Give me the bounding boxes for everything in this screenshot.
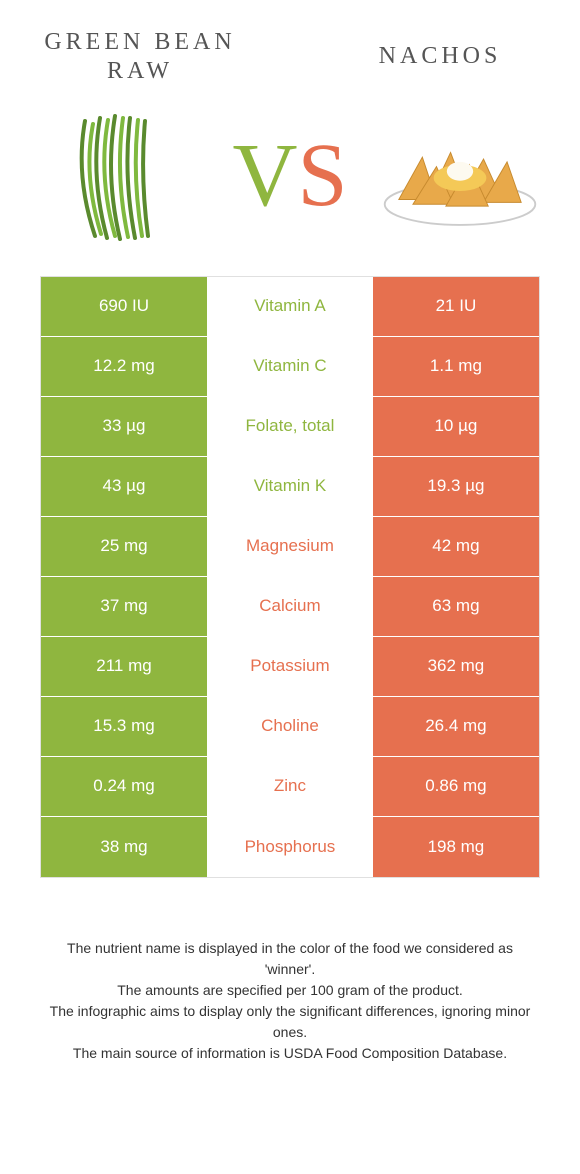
cell-nutrient-label: Folate, total <box>207 397 373 456</box>
cell-right-value: 42 mg <box>373 517 539 576</box>
table-row: 690 IUVitamin A21 IU <box>41 277 539 337</box>
cell-left-value: 37 mg <box>41 577 207 636</box>
cell-right-value: 198 mg <box>373 817 539 877</box>
cell-left-value: 12.2 mg <box>41 337 207 396</box>
cell-nutrient-label: Zinc <box>207 757 373 816</box>
table-row: 37 mgCalcium63 mg <box>41 577 539 637</box>
cell-left-value: 15.3 mg <box>41 697 207 756</box>
table-row: 211 mgPotassium362 mg <box>41 637 539 697</box>
cell-right-value: 10 µg <box>373 397 539 456</box>
cell-left-value: 211 mg <box>41 637 207 696</box>
cell-right-value: 21 IU <box>373 277 539 336</box>
title-left: Green Bean Raw <box>40 28 240 86</box>
title-left-line1: Green Bean <box>44 29 235 55</box>
table-row: 38 mgPhosphorus198 mg <box>41 817 539 877</box>
note-line-2: The amounts are specified per 100 gram o… <box>45 980 535 1001</box>
green-bean-image <box>40 106 200 246</box>
cell-left-value: 43 µg <box>41 457 207 516</box>
note-line-1: The nutrient name is displayed in the co… <box>45 938 535 980</box>
cell-right-value: 19.3 µg <box>373 457 539 516</box>
title-left-line2: Raw <box>107 58 173 84</box>
vs-v: V <box>232 124 297 227</box>
cell-right-value: 1.1 mg <box>373 337 539 396</box>
cell-nutrient-label: Vitamin C <box>207 337 373 396</box>
cell-right-value: 362 mg <box>373 637 539 696</box>
nutrient-table: 690 IUVitamin A21 IU12.2 mgVitamin C1.1 … <box>40 276 540 878</box>
cell-nutrient-label: Calcium <box>207 577 373 636</box>
table-row: 33 µgFolate, total10 µg <box>41 397 539 457</box>
footnotes: The nutrient name is displayed in the co… <box>40 938 540 1064</box>
cell-left-value: 25 mg <box>41 517 207 576</box>
cell-left-value: 690 IU <box>41 277 207 336</box>
cell-nutrient-label: Phosphorus <box>207 817 373 877</box>
table-row: 15.3 mgCholine26.4 mg <box>41 697 539 757</box>
cell-nutrient-label: Potassium <box>207 637 373 696</box>
cell-nutrient-label: Vitamin K <box>207 457 373 516</box>
vs-s: S <box>297 124 347 227</box>
nachos-image <box>380 106 540 246</box>
cell-nutrient-label: Choline <box>207 697 373 756</box>
cell-right-value: 0.86 mg <box>373 757 539 816</box>
vs-label: VS <box>232 124 347 227</box>
titles-row: Green Bean Raw Nachos <box>40 28 540 86</box>
cell-left-value: 38 mg <box>41 817 207 877</box>
cell-nutrient-label: Magnesium <box>207 517 373 576</box>
cell-nutrient-label: Vitamin A <box>207 277 373 336</box>
table-row: 0.24 mgZinc0.86 mg <box>41 757 539 817</box>
images-row: VS <box>40 106 540 246</box>
cell-left-value: 0.24 mg <box>41 757 207 816</box>
cell-right-value: 26.4 mg <box>373 697 539 756</box>
table-row: 43 µgVitamin K19.3 µg <box>41 457 539 517</box>
table-row: 25 mgMagnesium42 mg <box>41 517 539 577</box>
table-row: 12.2 mgVitamin C1.1 mg <box>41 337 539 397</box>
infographic-container: Green Bean Raw Nachos VS <box>0 0 580 1084</box>
cell-left-value: 33 µg <box>41 397 207 456</box>
note-line-3: The infographic aims to display only the… <box>45 1001 535 1043</box>
cell-right-value: 63 mg <box>373 577 539 636</box>
title-right: Nachos <box>340 42 540 71</box>
note-line-4: The main source of information is USDA F… <box>45 1043 535 1064</box>
